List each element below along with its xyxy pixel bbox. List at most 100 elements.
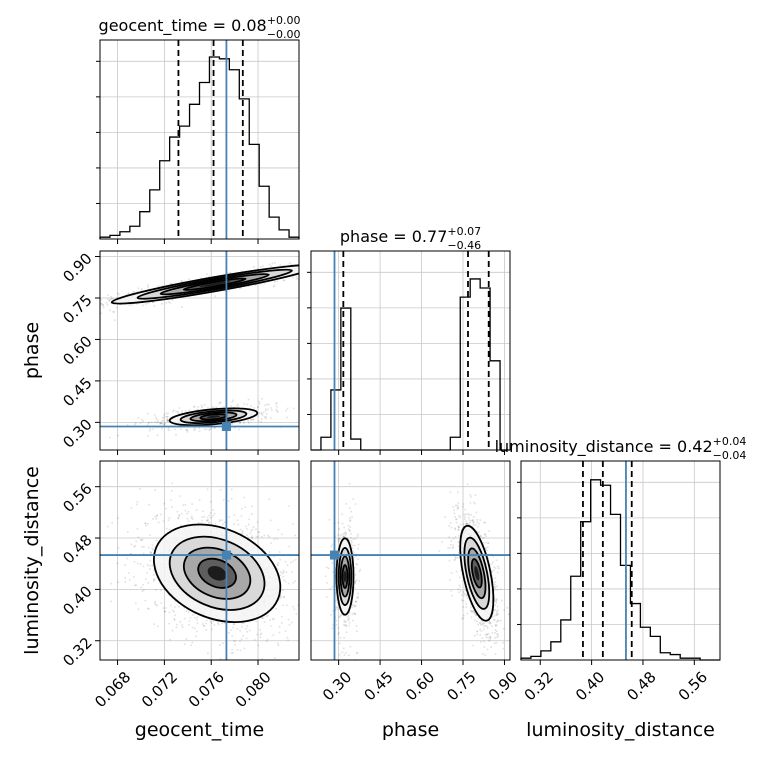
scatter-geocent_time-vs-phase-point <box>292 276 294 279</box>
scatter-phase-vs-luminosity_distance-panel <box>310 460 511 661</box>
scatter-geocent_time-vs-luminosity_distance-point <box>205 629 208 631</box>
scatter-geocent_time-vs-phase-point <box>308 261 310 263</box>
scatter-geocent_time-vs-phase-point <box>97 305 99 307</box>
scatter-geocent_time-vs-phase-point <box>246 403 249 406</box>
scatter-geocent_time-vs-luminosity_distance-point <box>134 545 137 547</box>
scatter-geocent_time-vs-luminosity_distance-point <box>156 515 158 517</box>
scatter-phase-vs-luminosity_distance-point <box>450 540 453 542</box>
scatter-geocent_time-vs-phase-point <box>193 406 195 408</box>
scatter-geocent_time-vs-phase-contour-1-2 <box>189 411 238 423</box>
scatter-geocent_time-vs-luminosity_distance-point <box>247 536 249 539</box>
scatter-geocent_time-vs-phase-point <box>203 428 206 430</box>
scatter-phase-vs-luminosity_distance-point <box>477 525 479 528</box>
scatter-phase-vs-luminosity_distance-point <box>348 507 351 510</box>
scatter-geocent_time-vs-phase-point <box>179 424 181 427</box>
scatter-phase-vs-luminosity_distance-point <box>332 610 335 612</box>
title-luminosity_distance-plus: +0.04 <box>713 435 747 448</box>
scatter-geocent_time-vs-luminosity_distance-point <box>187 511 190 513</box>
scatter-phase-vs-luminosity_distance-point <box>353 556 355 559</box>
scatter-phase-vs-luminosity_distance-point <box>462 614 465 617</box>
scatter-phase-vs-luminosity_distance-point <box>485 535 487 537</box>
scatter-geocent_time-vs-luminosity_distance-point <box>181 626 184 628</box>
scatter-phase-vs-luminosity_distance-point <box>496 585 498 588</box>
scatter-geocent_time-vs-luminosity_distance-point <box>168 622 170 625</box>
scatter-phase-vs-luminosity_distance-point <box>343 619 346 622</box>
scatter-geocent_time-vs-luminosity_distance-point <box>143 552 145 555</box>
scatter-geocent_time-vs-phase-point <box>304 267 306 269</box>
scatter-geocent_time-vs-luminosity_distance-point <box>261 617 264 620</box>
scatter-phase-vs-luminosity_distance-point <box>479 628 481 631</box>
scatter-geocent_time-vs-luminosity_distance-point <box>288 505 290 507</box>
scatter-geocent_time-vs-luminosity_distance-point <box>141 590 144 592</box>
scatter-phase-vs-luminosity_distance-point <box>494 624 497 626</box>
scatter-geocent_time-vs-luminosity_distance-point <box>260 632 263 635</box>
scatter-phase-vs-luminosity_distance-contour-1-3 <box>341 564 349 589</box>
scatter-geocent_time-vs-phase-point <box>250 405 253 407</box>
scatter-geocent_time-vs-luminosity_distance-point <box>282 571 285 574</box>
scatter-geocent_time-vs-phase-point <box>147 422 150 425</box>
scatter-geocent_time-vs-phase-point <box>169 302 172 304</box>
scatter-geocent_time-vs-luminosity_distance-point <box>219 658 222 660</box>
scatter-geocent_time-vs-luminosity_distance-point <box>130 553 132 555</box>
scatter-geocent_time-vs-phase-point <box>100 312 102 315</box>
scatter-phase-vs-luminosity_distance-point <box>490 571 493 573</box>
scatter-geocent_time-vs-phase-point <box>156 434 159 437</box>
scatter-geocent_time-vs-luminosity_distance-point <box>176 510 179 513</box>
scatter-phase-vs-luminosity_distance-point <box>486 633 488 635</box>
scatter-phase-vs-luminosity_distance-point <box>493 618 496 621</box>
scatter-geocent_time-vs-luminosity_distance-point <box>232 652 234 654</box>
scatter-geocent_time-vs-phase-point <box>167 301 170 303</box>
scatter-phase-vs-luminosity_distance-point <box>497 565 499 568</box>
scatter-geocent_time-vs-phase-point <box>270 417 272 419</box>
scatter-phase-vs-luminosity_distance-point <box>457 491 459 494</box>
scatter-geocent_time-vs-luminosity_distance-point <box>268 555 271 558</box>
scatter-geocent_time-vs-phase-point <box>205 428 208 431</box>
scatter-phase-vs-luminosity_distance-point <box>453 559 456 561</box>
scatter-phase-vs-luminosity_distance-point <box>344 534 347 537</box>
scatter-phase-vs-luminosity_distance-point <box>345 625 348 628</box>
scatter-phase-vs-luminosity_distance-point <box>476 630 479 633</box>
scatter-geocent_time-vs-phase-point <box>304 268 306 270</box>
scatter-geocent_time-vs-luminosity_distance-point <box>197 522 200 524</box>
scatter-geocent_time-vs-luminosity_distance-point <box>213 624 216 626</box>
scatter-geocent_time-vs-luminosity_distance-point <box>209 620 212 623</box>
scatter-phase-vs-luminosity_distance-point <box>454 558 456 561</box>
scatter-geocent_time-vs-phase-point <box>127 293 130 296</box>
scatter-geocent_time-vs-phase-point <box>165 412 168 415</box>
scatter-geocent_time-vs-phase-point <box>238 421 241 424</box>
scatter-geocent_time-vs-luminosity_distance-point <box>185 610 188 612</box>
scatter-geocent_time-vs-phase-point <box>231 423 234 425</box>
scatter-geocent_time-vs-phase-point <box>288 262 291 264</box>
hist-geocent_time-background <box>100 40 299 239</box>
scatter-geocent_time-vs-phase-point <box>267 408 269 411</box>
scatter-geocent_time-vs-phase-point <box>162 417 165 420</box>
scatter-geocent_time-vs-phase-point <box>118 293 120 296</box>
scatter-phase-vs-luminosity_distance-point <box>484 533 486 536</box>
scatter-geocent_time-vs-phase-point <box>54 315 56 317</box>
scatter-geocent_time-vs-luminosity_distance-point <box>297 604 299 606</box>
scatter-geocent_time-vs-phase-point <box>100 303 102 305</box>
scatter-geocent_time-vs-phase-point <box>163 422 165 425</box>
scatter-phase-vs-luminosity_distance-point <box>353 605 355 608</box>
scatter-phase-vs-luminosity_distance-point <box>481 537 484 539</box>
scatter-geocent_time-vs-luminosity_distance-point <box>147 607 149 610</box>
scatter-geocent_time-vs-phase-point <box>163 414 165 416</box>
scatter-phase-vs-luminosity_distance-point <box>455 521 458 524</box>
scatter-phase-vs-luminosity_distance-point <box>350 532 352 535</box>
scatter-phase-vs-luminosity_distance-point <box>329 588 332 590</box>
scatter-geocent_time-vs-luminosity_distance-point <box>136 501 139 503</box>
scatter-geocent_time-vs-phase-point <box>259 266 262 268</box>
scatter-geocent_time-vs-phase-point <box>265 416 267 418</box>
scatter-geocent_time-vs-phase-point <box>36 316 38 318</box>
scatter-geocent_time-vs-phase-point <box>135 303 138 305</box>
scatter-phase-vs-luminosity_distance-point <box>348 539 351 541</box>
scatter-geocent_time-vs-phase-point <box>240 270 243 273</box>
scatter-geocent_time-vs-luminosity_distance-point <box>284 630 287 632</box>
scatter-phase-vs-luminosity_distance-point <box>358 580 361 582</box>
scatter-phase-vs-luminosity_distance-point <box>480 619 482 621</box>
scatter-geocent_time-vs-phase-point <box>260 282 263 285</box>
scatter-phase-vs-luminosity_distance-point <box>344 532 346 534</box>
scatter-geocent_time-vs-phase-point <box>188 278 190 280</box>
scatter-geocent_time-vs-phase-point <box>247 419 249 422</box>
scatter-phase-vs-luminosity_distance-point <box>355 555 357 557</box>
